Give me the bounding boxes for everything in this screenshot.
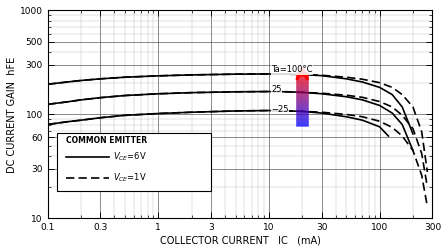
- Text: $V_{CE}$=6V: $V_{CE}$=6V: [113, 151, 147, 163]
- Text: 25: 25: [271, 85, 282, 94]
- X-axis label: COLLECTOR CURRENT   IC   (mA): COLLECTOR CURRENT IC (mA): [159, 235, 320, 245]
- Y-axis label: DC CURRENT GAIN  hFE: DC CURRENT GAIN hFE: [7, 56, 17, 173]
- Text: $V_{CE}$=1V: $V_{CE}$=1V: [113, 172, 147, 184]
- Text: −25: −25: [271, 105, 289, 114]
- Bar: [57, 133, 211, 191]
- Text: COMMON EMITTER: COMMON EMITTER: [66, 136, 147, 145]
- Text: Ta=100°C: Ta=100°C: [271, 66, 313, 74]
